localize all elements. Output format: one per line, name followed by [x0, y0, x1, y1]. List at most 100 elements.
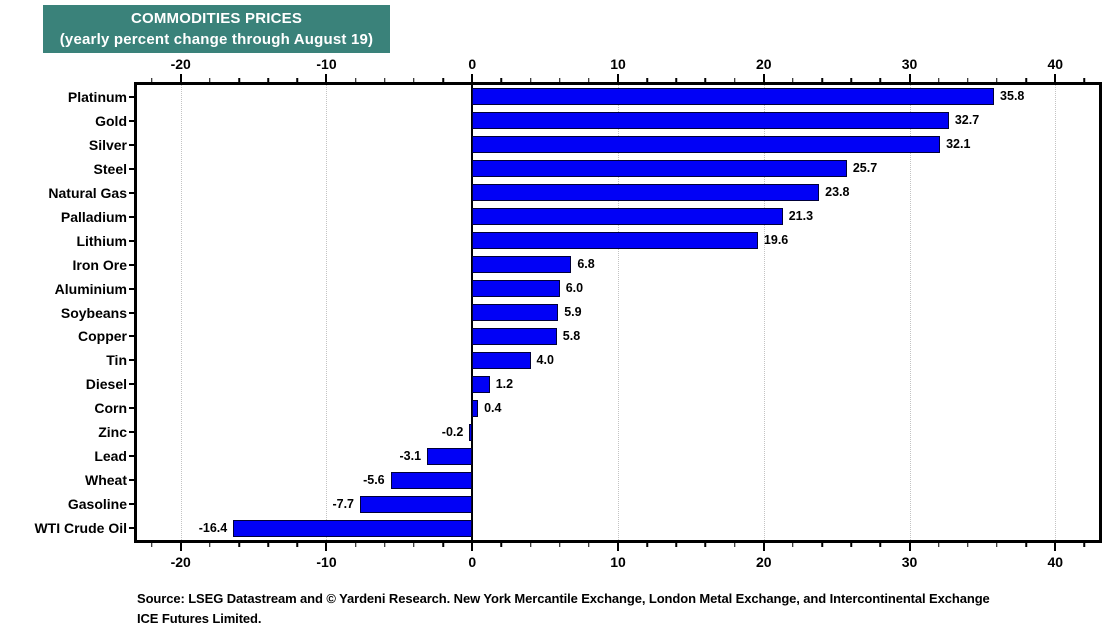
gridline: [763, 85, 765, 540]
x-axis-tick-label: -20: [170, 56, 191, 72]
x-axis-tick-major: [762, 543, 765, 551]
bar: [472, 136, 941, 154]
x-axis-tick-minor: [821, 78, 823, 82]
bar: [427, 447, 473, 465]
x-axis-tick-label: 20: [755, 554, 772, 570]
x-axis-tick-major: [908, 543, 911, 551]
x-axis-tick-minor: [413, 543, 415, 547]
category-label: Iron Ore: [72, 256, 127, 273]
x-axis-tick-major: [908, 74, 911, 82]
x-axis-tick-minor: [296, 543, 299, 547]
category-label: Tin: [106, 352, 127, 369]
x-axis-tick-major: [617, 543, 619, 551]
x-axis-tick-minor: [238, 78, 240, 82]
x-axis-tick-minor: [704, 543, 707, 547]
x-axis-tick-label: 10: [610, 56, 626, 72]
bar: [472, 399, 479, 417]
x-axis-tick-minor: [296, 78, 299, 82]
x-axis-tick-minor: [850, 543, 852, 547]
y-axis-tick: [129, 263, 135, 266]
x-axis-tick-minor: [384, 78, 386, 82]
bar-value-label: -3.1: [399, 448, 422, 463]
x-axis-tick-minor: [209, 543, 211, 547]
bar: [472, 160, 847, 178]
x-axis-tick-minor: [733, 78, 736, 82]
y-axis-tick: [129, 287, 135, 290]
x-axis-tick-minor: [238, 543, 240, 547]
x-axis-tick-minor: [558, 78, 561, 82]
bar-value-label: 21.3: [788, 209, 814, 224]
x-axis-tick-minor: [1083, 78, 1086, 82]
x-axis-tick-label: 30: [901, 56, 918, 72]
x-axis-tick-minor: [996, 78, 998, 82]
category-label: Lead: [94, 448, 127, 465]
plot-area: 35.8 32.7 32.1 25.7 23.8 21.3 19.6 6.8 6.0 5.9 5.8…: [134, 82, 1102, 543]
bar-value-label: 19.6: [763, 233, 789, 248]
category-label: Palladium: [60, 208, 127, 225]
y-axis-tick: [129, 95, 135, 98]
x-axis-tick-minor: [500, 78, 503, 82]
x-axis-tick-minor: [558, 543, 561, 547]
y-axis-tick: [129, 383, 135, 386]
category-label: WTI Crude Oil: [34, 520, 127, 537]
bar: [472, 232, 758, 250]
bar-value-label: 32.7: [954, 113, 980, 128]
category-label: Diesel: [85, 376, 127, 393]
x-axis-tick-minor: [967, 543, 969, 547]
bar-value-label: -16.4: [198, 520, 228, 535]
bar-value-label: -7.7: [332, 496, 355, 511]
x-axis-bottom: -20 -10 0 10 20 30 40: [137, 543, 1099, 573]
x-axis-tick-label: 0: [468, 56, 477, 72]
x-axis-top: -20 -10 0 10 20 30 40: [137, 56, 1099, 82]
bar-value-label: 35.8: [1000, 89, 1025, 104]
category-label: Silver: [88, 136, 127, 153]
x-axis-tick-major: [471, 543, 474, 551]
chart-title-line1: COMMODITIES PRICES: [130, 10, 303, 27]
y-axis-ticks: [127, 85, 135, 540]
y-axis-tick: [129, 215, 135, 218]
x-axis-tick-minor: [1025, 543, 1027, 547]
bar-value-label: 1.2: [495, 376, 514, 391]
source-note: Source: LSEG Datastream and © Yardeni Re…: [137, 589, 1117, 629]
x-axis-tick-minor: [413, 78, 415, 82]
x-axis-tick-minor: [442, 543, 444, 547]
y-axis-tick: [129, 431, 135, 434]
bar-value-label: 32.1: [946, 137, 971, 152]
bar: [472, 88, 995, 106]
x-axis-tick-minor: [850, 78, 852, 82]
y-axis-tick: [129, 455, 135, 458]
x-axis-tick-minor: [996, 543, 998, 547]
chart-title-box: COMMODITIES PRICES (yearly percent chang…: [43, 5, 390, 53]
bar: [472, 256, 572, 274]
y-axis-tick: [129, 359, 135, 362]
x-axis-tick-minor: [209, 78, 211, 82]
y-axis-tick: [129, 407, 135, 410]
y-axis-tick: [129, 479, 135, 482]
x-axis-tick-minor: [529, 78, 532, 82]
x-axis-tick-major: [762, 74, 765, 82]
x-axis-tick-label: -10: [316, 56, 337, 72]
x-axis-tick-major: [325, 543, 328, 551]
x-axis-tick-minor: [937, 78, 940, 82]
gridline: [326, 85, 328, 540]
category-label: Lithium: [76, 232, 127, 249]
x-axis-tick-minor: [967, 78, 969, 82]
y-axis-tick: [129, 167, 135, 170]
x-axis-tick-label: 20: [755, 56, 772, 72]
category-label: Gasoline: [67, 496, 127, 513]
x-axis-tick-minor: [937, 543, 940, 547]
category-label: Copper: [78, 328, 127, 345]
bar: [469, 423, 473, 441]
x-axis-tick-minor: [1083, 543, 1086, 547]
x-axis-tick-minor: [442, 78, 444, 82]
bar: [472, 375, 490, 393]
bar-value-label: 4.0: [536, 352, 554, 367]
category-label: Gold: [95, 112, 127, 129]
x-axis-tick-minor: [646, 78, 648, 82]
bar-value-label: 23.8: [825, 185, 850, 200]
category-label: Wheat: [85, 472, 127, 489]
x-axis-tick-minor: [354, 543, 357, 547]
y-axis-tick: [129, 119, 135, 122]
x-axis-tick-minor: [821, 543, 823, 547]
